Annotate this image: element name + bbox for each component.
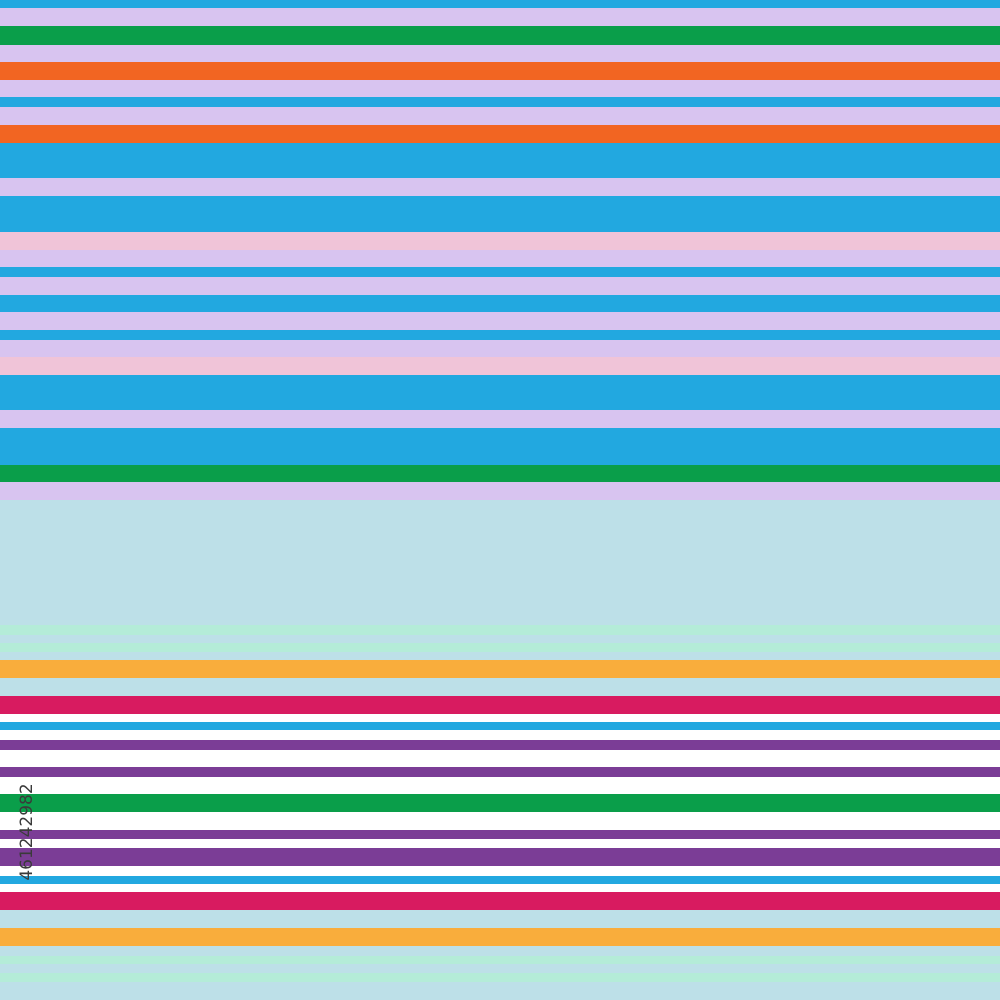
stripe (0, 482, 1000, 500)
stripe (0, 97, 1000, 107)
stripe (0, 277, 1000, 295)
stripe (0, 45, 1000, 62)
stripe (0, 635, 1000, 643)
stripe (0, 848, 1000, 866)
stripe (0, 26, 1000, 45)
stripe (0, 357, 1000, 375)
stripe (0, 973, 1000, 982)
stripe (0, 910, 1000, 928)
stripe (0, 500, 1000, 625)
stripe (0, 250, 1000, 267)
stripe (0, 982, 1000, 1000)
stripe (0, 794, 1000, 812)
stripe (0, 312, 1000, 330)
stripe (0, 956, 1000, 964)
stripe (0, 178, 1000, 196)
stripe (0, 80, 1000, 97)
stripe (0, 839, 1000, 848)
stripe (0, 928, 1000, 946)
stripe (0, 196, 1000, 232)
stripe (0, 830, 1000, 839)
stripe (0, 777, 1000, 794)
stripe (0, 652, 1000, 660)
stripe (0, 107, 1000, 125)
stripe (0, 465, 1000, 482)
stripe (0, 143, 1000, 178)
stripe (0, 964, 1000, 973)
stripe (0, 722, 1000, 730)
stripe (0, 740, 1000, 750)
stripe (0, 884, 1000, 892)
stripe (0, 410, 1000, 428)
stripe (0, 660, 1000, 678)
image-id: 461242982 (17, 783, 37, 880)
stripe (0, 876, 1000, 884)
stripe (0, 0, 1000, 8)
stripe (0, 428, 1000, 465)
stripe (0, 696, 1000, 714)
stripe (0, 267, 1000, 277)
stripe (0, 678, 1000, 696)
stripe (0, 714, 1000, 722)
stripe (0, 812, 1000, 830)
stripe (0, 232, 1000, 250)
stripe (0, 125, 1000, 143)
stripe (0, 375, 1000, 410)
stripe (0, 892, 1000, 910)
stripe (0, 330, 1000, 340)
stripe (0, 625, 1000, 635)
stripe (0, 946, 1000, 956)
stripe (0, 295, 1000, 312)
stripe (0, 643, 1000, 652)
stripe (0, 62, 1000, 80)
stripe (0, 767, 1000, 777)
stripe (0, 866, 1000, 876)
stripe (0, 340, 1000, 357)
stripe (0, 730, 1000, 740)
stripe (0, 750, 1000, 767)
stripe (0, 8, 1000, 26)
